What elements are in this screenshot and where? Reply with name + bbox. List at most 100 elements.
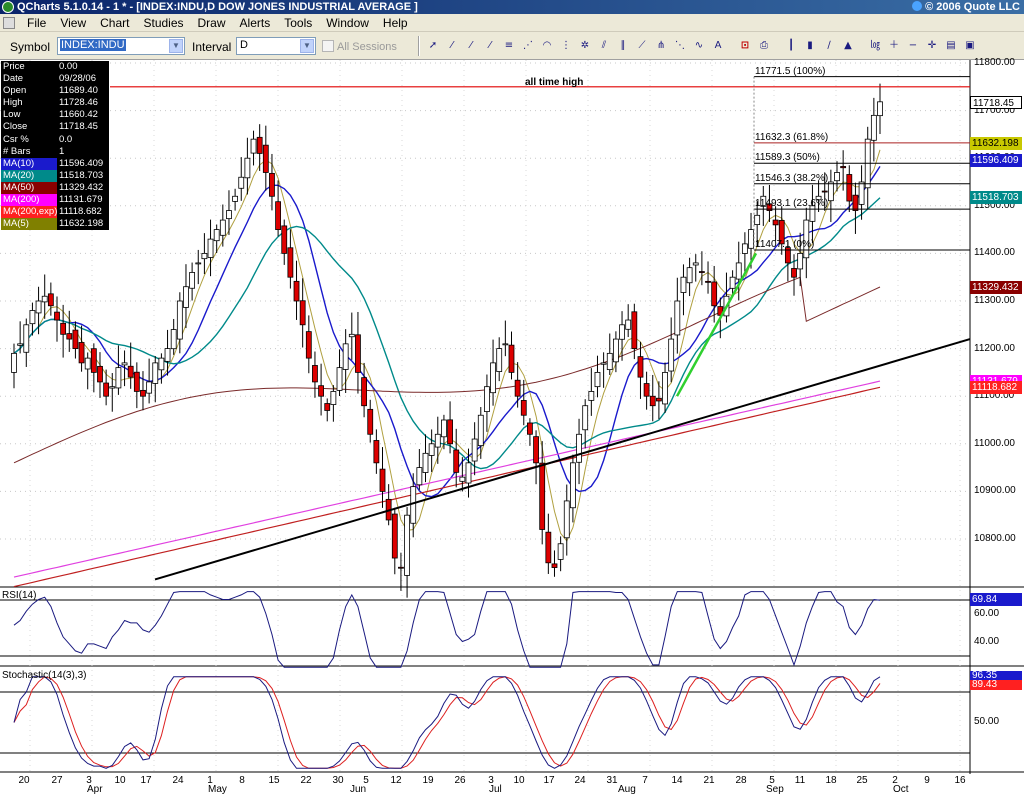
rsi-title: RSI(14)	[2, 590, 37, 601]
ray-icon[interactable]: ⁄	[470, 40, 472, 51]
fib-level-label[interactable]: 11589.3 (50%)	[755, 152, 820, 164]
candle-body	[115, 367, 122, 389]
candle-body	[600, 362, 607, 365]
parallel-icon[interactable]: ∥	[620, 40, 626, 51]
candle-body	[539, 462, 546, 530]
menu-help[interactable]: Help	[382, 16, 408, 30]
symbol-combo[interactable]: INDEX:INDU ▼	[57, 37, 185, 55]
candle-body	[760, 195, 767, 207]
checkbox-box[interactable]	[322, 40, 334, 52]
candle-body	[428, 443, 435, 456]
all-time-high-annotation[interactable]: all time high	[525, 77, 584, 88]
menu-chart[interactable]: Chart	[100, 16, 130, 30]
menu-draw[interactable]: Draw	[197, 16, 226, 30]
date-tick-label: 17	[543, 775, 555, 786]
zoom-in-icon[interactable]: ＋	[889, 40, 899, 51]
candle-body	[11, 352, 17, 373]
menu-studies[interactable]: Studies	[143, 16, 184, 30]
databox-value: 11329.432	[57, 181, 109, 195]
candle-body	[447, 419, 453, 445]
cycle-icon[interactable]: ∿	[694, 40, 704, 51]
ma200-exp-line	[13, 386, 881, 588]
speed-lines-icon[interactable]: ⋱	[675, 40, 685, 51]
symbol-value[interactable]: INDEX:INDU	[60, 39, 126, 51]
price-tick-label: 11200.00	[974, 342, 1015, 354]
candle-body	[465, 462, 472, 484]
log-scale-icon[interactable]: ㏒	[870, 40, 880, 51]
candle-body	[281, 225, 288, 254]
candle-body	[367, 408, 374, 435]
month-label: Apr	[87, 784, 103, 794]
menu-view[interactable]: View	[60, 16, 87, 30]
line-chart-icon[interactable]: ∕	[827, 40, 831, 51]
moving-average-lines	[13, 149, 881, 588]
extended-line-icon[interactable]: ⁄	[489, 40, 491, 51]
all-sessions-checkbox[interactable]: All Sessions	[322, 40, 397, 53]
zoom-out-icon[interactable]: −	[908, 40, 918, 51]
snapshot-icon[interactable]: ▣	[965, 40, 975, 51]
candle-body	[852, 194, 859, 211]
candle-body	[41, 295, 48, 303]
crosshair-icon[interactable]: ✛	[927, 40, 937, 51]
bar-chart-icon[interactable]: ┃	[787, 40, 795, 51]
regression-icon[interactable]: ⟋	[638, 40, 646, 51]
fib-retracement-icon[interactable]: ≡	[504, 40, 514, 51]
channel-icon[interactable]: ⫽	[601, 40, 607, 51]
candle-body	[741, 243, 748, 254]
candle-body	[631, 311, 638, 349]
cursor-icon[interactable]: ➚	[428, 40, 438, 51]
fib-level-label[interactable]: 11632.3 (61.8%)	[755, 131, 829, 143]
candle-body	[391, 513, 398, 559]
print-icon[interactable]: ⎙	[760, 40, 768, 51]
mountain-chart-icon[interactable]: ▲	[844, 40, 852, 51]
menu-alerts[interactable]: Alerts	[239, 16, 271, 30]
symbol-dropdown-chevron-icon[interactable]: ▼	[169, 39, 183, 53]
alert-icon[interactable]: ⊡	[740, 40, 750, 51]
text-icon[interactable]: A	[714, 40, 722, 51]
fib-level-label[interactable]: 11771.5 (100%)	[755, 65, 826, 77]
menu-window[interactable]: Window	[326, 16, 369, 30]
fib-time-icon[interactable]: ⋮	[561, 40, 571, 51]
candle-body	[698, 271, 705, 273]
interval-combo[interactable]: D ▼	[236, 37, 316, 55]
candle-body	[870, 114, 877, 141]
qcharts-app-icon[interactable]	[2, 1, 14, 13]
interval-dropdown-chevron-icon[interactable]: ▼	[300, 39, 314, 53]
stochastic-title: Stochastic(14(3),3)	[2, 670, 87, 681]
month-label: Jun	[350, 784, 367, 794]
price-chart[interactable]	[0, 60, 1024, 794]
rsi-tick-40: 40.00	[974, 636, 1000, 647]
ma20-line	[13, 197, 881, 470]
candle-body	[146, 381, 153, 394]
candle-body	[508, 344, 515, 373]
fib-arc-icon[interactable]: ◠	[542, 40, 552, 51]
fib-fan-icon[interactable]: ⋰	[523, 40, 533, 51]
date-tick-label: 3	[488, 775, 494, 786]
candle-body	[692, 262, 699, 266]
databox-label: MA(50)	[1, 181, 57, 195]
gann-icon[interactable]: ✲	[580, 40, 590, 51]
databox-label: Price	[1, 61, 57, 74]
month-label: Sep	[766, 784, 784, 794]
candle-body	[140, 389, 146, 397]
databox-value: 11131.679	[57, 194, 109, 207]
menu-file[interactable]: File	[27, 16, 47, 30]
candle-body	[152, 362, 159, 384]
quote-logo-icon	[912, 1, 923, 11]
fib-level-label[interactable]: 11407.1 (0%)	[755, 239, 815, 251]
andrews-icon[interactable]: ⋔	[656, 40, 666, 51]
price-tick-label: 11700.00	[974, 104, 1015, 116]
fib-level-label[interactable]: 11493.1 (23.6%)	[755, 198, 829, 210]
document-window-icon[interactable]	[3, 17, 15, 29]
candle-body	[520, 400, 527, 416]
fib-level-label[interactable]: 11546.3 (38.2%)	[755, 172, 829, 184]
candle-body	[729, 276, 736, 289]
databox-label: Open	[1, 85, 57, 98]
menu-tools[interactable]: Tools	[284, 16, 313, 30]
databox-row: MA(200,exp) 11118.682	[1, 206, 109, 219]
data-window-icon[interactable]: ▤	[946, 40, 956, 51]
interval-value[interactable]: D	[240, 39, 248, 51]
databox-value: 1	[57, 145, 109, 158]
candle-chart-icon[interactable]: ▮	[807, 40, 813, 51]
line-icon[interactable]: ⁄	[451, 40, 453, 51]
